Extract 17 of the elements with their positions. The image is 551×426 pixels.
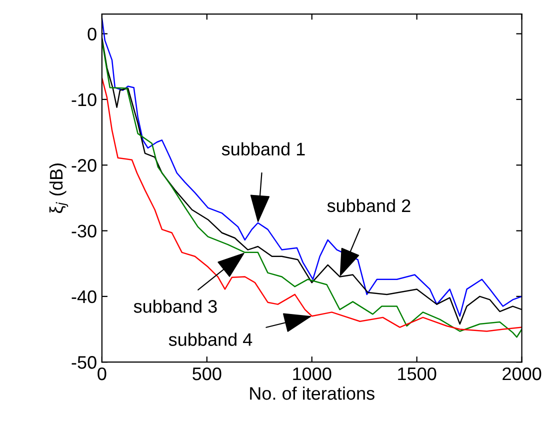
y-tick-label: -30 <box>72 224 96 238</box>
x-tick-label: 0 <box>98 367 106 380</box>
annotation: subband 1 <box>222 142 305 156</box>
x-tick-label: 1500 <box>398 367 436 380</box>
y-tick-label: -10 <box>72 93 96 106</box>
annotation: subband 3 <box>134 300 217 313</box>
x-tick-label: 500 <box>192 367 222 380</box>
y-tick-label: -40 <box>72 290 96 304</box>
x-tick-label: 1000 <box>293 367 332 380</box>
annotation: subband 2 <box>327 198 410 212</box>
annotation: subband 4 <box>168 332 252 346</box>
x-axis-title: No. of iterations <box>250 386 374 400</box>
y-tick-label: 0 <box>88 28 96 40</box>
x-tick-label: 2000 <box>502 367 542 380</box>
y-tick-label: -50 <box>72 356 96 369</box>
y-axis-title: ξ$_{j}$ (dB) <box>49 164 68 214</box>
y-tick-label: -20 <box>72 159 96 172</box>
